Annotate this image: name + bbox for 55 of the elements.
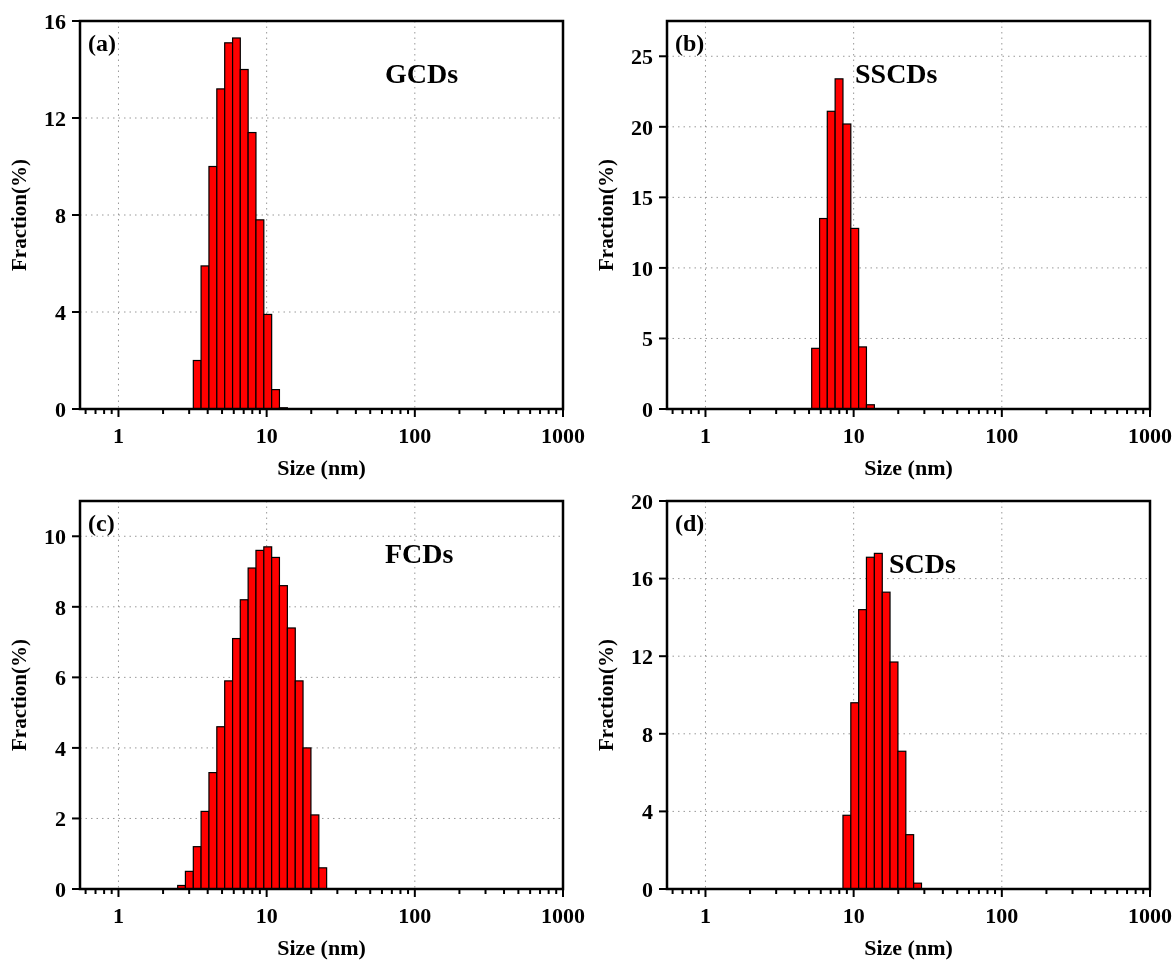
- y-tick-label: 5: [642, 326, 653, 352]
- y-tick-label: 8: [55, 594, 66, 620]
- x-tick-label: 10: [255, 423, 278, 448]
- x-tick-label: 1: [112, 903, 124, 928]
- y-tick-label: 4: [642, 799, 653, 825]
- y-tick-label: 6: [55, 665, 66, 691]
- x-tick-label: 10: [842, 423, 865, 448]
- x-tick-label: 100: [398, 423, 432, 448]
- x-axis-title: Size (nm): [864, 935, 953, 960]
- annotation: GCDs: [385, 58, 459, 89]
- y-tick-label: 12: [631, 643, 653, 669]
- y-axis-title: Fraction(%): [7, 159, 31, 271]
- chart-title: (d): [675, 510, 705, 536]
- x-tick-label: 100: [985, 903, 1019, 928]
- y-tick-label: 0: [642, 396, 653, 422]
- y-axis-title: Fraction(%): [7, 639, 31, 751]
- y-tick-label: 0: [642, 876, 653, 902]
- y-tick-label: 8: [642, 721, 653, 747]
- x-axis-title: Size (nm): [277, 455, 366, 480]
- x-tick-label: 1: [699, 423, 711, 448]
- x-axis-title: Size (nm): [864, 455, 953, 480]
- x-tick-label: 1000: [1128, 903, 1172, 928]
- y-tick-label: 10: [44, 523, 66, 549]
- y-tick-label: 20: [631, 114, 653, 140]
- y-tick-label: 25: [631, 43, 653, 69]
- y-tick-label: 12: [44, 105, 66, 131]
- y-tick-label: 4: [55, 299, 66, 325]
- y-tick-label: 16: [44, 8, 66, 34]
- chart-title: (b): [675, 30, 705, 56]
- y-tick-label: 2: [55, 806, 66, 832]
- y-axis-title: Fraction(%): [594, 159, 618, 271]
- y-tick-label: 8: [55, 202, 66, 228]
- y-axis-title: Fraction(%): [594, 639, 618, 751]
- x-tick-label: 10: [842, 903, 865, 928]
- y-tick-label: 10: [631, 255, 653, 281]
- annotation: SSCDs: [855, 58, 938, 89]
- chart-title: (c): [88, 510, 115, 536]
- annotation: FCDs: [385, 538, 454, 569]
- x-tick-label: 1000: [541, 903, 585, 928]
- x-tick-label: 1: [699, 903, 711, 928]
- annotation: SCDs: [889, 548, 957, 579]
- chart-title: (a): [88, 30, 116, 56]
- y-tick-label: 0: [55, 396, 66, 422]
- y-tick-label: 20: [631, 488, 653, 514]
- x-tick-label: 10: [255, 903, 278, 928]
- y-tick-label: 16: [631, 566, 653, 592]
- y-tick-label: 15: [631, 185, 653, 211]
- x-tick-label: 100: [985, 423, 1019, 448]
- x-tick-label: 100: [398, 903, 432, 928]
- y-tick-label: 0: [55, 876, 66, 902]
- x-tick-label: 1000: [541, 423, 585, 448]
- x-axis-title: Size (nm): [277, 935, 366, 960]
- y-tick-label: 4: [55, 735, 66, 761]
- x-tick-label: 1: [112, 423, 124, 448]
- x-tick-label: 1000: [1128, 423, 1172, 448]
